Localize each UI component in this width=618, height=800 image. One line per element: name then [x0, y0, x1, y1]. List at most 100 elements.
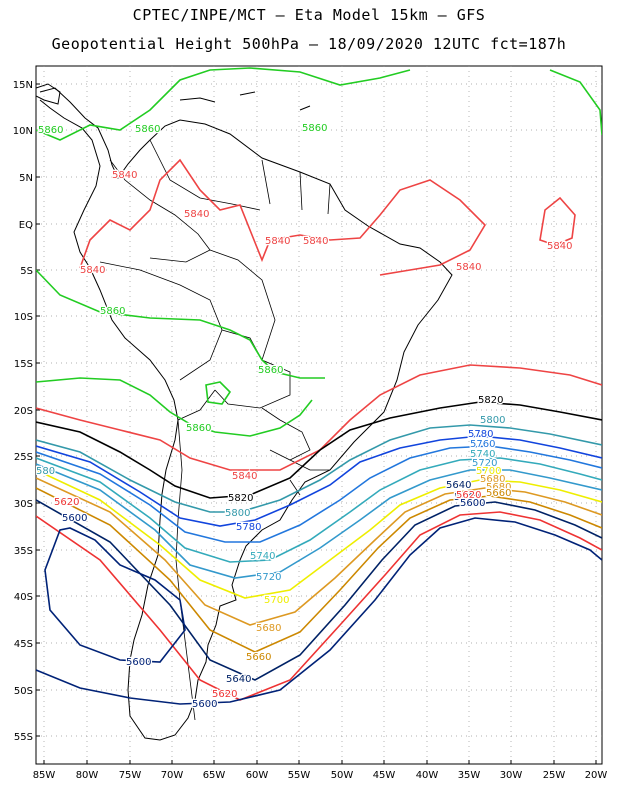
contour-label-5720: 5720	[472, 458, 497, 469]
lat-tick-label: 30S	[14, 499, 33, 510]
contour-5640	[36, 499, 602, 681]
lon-tick-label: 50W	[331, 770, 354, 781]
contour-5700	[36, 469, 602, 599]
contour-label-5600: 5600	[62, 513, 87, 524]
latitude-tick-labels: 15N 10N 5N EQ 5S 10S 15S 20S 25S 30S 35S 40S 45S 50S 5…	[13, 80, 40, 743]
contour-5820	[36, 401, 602, 499]
contour-label-5820: 5820	[228, 493, 253, 504]
lon-tick-label: 25W	[543, 770, 566, 781]
argentina-chile-border	[175, 419, 196, 721]
contour-label-5840: 5840	[456, 262, 481, 273]
contour-label-5620: 5620	[54, 497, 79, 508]
contour-labels: 5860 5860 5860 5860 5860 5860 5840 5840 5840 5840…	[36, 122, 574, 712]
contour-label-5800: 5800	[225, 508, 250, 519]
lat-tick-label: 35S	[14, 546, 33, 557]
contour-5760	[36, 445, 602, 543]
lat-tick-label: 5N	[19, 173, 33, 184]
map-title: CPTEC/INPE/MCT – Eta Model 15km – GFS	[132, 6, 486, 24]
contour-label-5840: 5840	[232, 471, 257, 482]
lat-tick-label: 55S	[14, 732, 33, 743]
height-contours	[36, 67, 602, 705]
lat-tick-label: 25S	[14, 452, 33, 463]
contour-label-5600: 5600	[460, 498, 485, 509]
contour-label-5840: 5840	[80, 265, 105, 276]
contour-label-5720: 5720	[256, 572, 281, 583]
contour-5740	[36, 457, 602, 563]
contour-5860-south	[36, 377, 313, 437]
contour-label-5860: 5860	[135, 124, 160, 135]
lat-tick-label: 5S	[20, 266, 33, 277]
peru-border	[99, 261, 223, 381]
contour-label-5660: 5660	[486, 488, 511, 499]
central-america-coastline	[36, 83, 61, 105]
contour-5720	[36, 463, 602, 579]
contour-5780	[36, 435, 602, 527]
contour-label-5640: 5640	[454, 492, 479, 503]
venezuela-border	[149, 139, 261, 211]
lat-tick-label: 10S	[14, 312, 33, 323]
contour-label-5700: 5700	[476, 466, 501, 477]
contour-5680	[36, 477, 602, 626]
contour-label-5860: 5860	[100, 306, 125, 317]
contour-label-5860: 5860	[38, 125, 63, 136]
contour-label-5840: 5840	[303, 236, 328, 247]
longitude-tick-labels: 85W 80W 75W 70W 65W 60W 55W 50W 45W 40W 35W 30W 25W 2…	[33, 760, 608, 781]
lat-tick-label: 45S	[14, 639, 33, 650]
paraguay-border	[261, 407, 311, 461]
lat-tick-label: 20S	[14, 406, 33, 417]
lat-tick-label: 15N	[13, 80, 33, 91]
contour-label-5780: 5780	[468, 429, 493, 440]
lon-tick-label: 60W	[246, 770, 269, 781]
contour-label-5660: 5660	[246, 652, 271, 663]
contour-label-5780: 5780	[236, 522, 261, 533]
contour-label-5740: 5740	[470, 449, 495, 460]
contour-label-5680: 5680	[256, 623, 281, 634]
contour-label-5640: 5640	[446, 480, 471, 491]
brazil-west-border	[209, 249, 276, 361]
lon-tick-label: 35W	[458, 770, 481, 781]
contour-label-5600: 5600	[126, 657, 151, 668]
argentina-north-border	[177, 389, 216, 421]
lon-tick-label: 30W	[500, 770, 523, 781]
country-borders	[99, 139, 331, 721]
caribbean-islands	[179, 91, 311, 111]
colombia-border	[109, 159, 211, 263]
contour-label-5800: 5800	[480, 415, 505, 426]
lon-tick-label: 20W	[585, 770, 608, 781]
contour-label-5860: 5860	[186, 423, 211, 434]
contour-label-5840: 5840	[265, 236, 290, 247]
contour-label-5640: 5640	[226, 674, 251, 685]
contour-5600-closed-pacific	[44, 527, 186, 663]
lat-tick-label: 40S	[14, 592, 33, 603]
lon-tick-label: 45W	[373, 770, 396, 781]
lon-tick-label: 70W	[161, 770, 184, 781]
uruguay-border	[289, 459, 330, 496]
contour-5840-amazon	[79, 158, 487, 276]
lon-tick-label: 80W	[76, 770, 99, 781]
lat-tick-label: 10N	[13, 126, 33, 137]
lat-tick-label: 50S	[14, 686, 33, 697]
lat-tick-label: EQ	[19, 220, 33, 231]
contour-label-5620: 5620	[212, 689, 237, 700]
lon-tick-label: 40W	[416, 770, 439, 781]
lon-tick-label: 85W	[33, 770, 56, 781]
contour-label-5860: 5860	[258, 365, 283, 376]
contour-label-5860: 5860	[302, 123, 327, 134]
contour-5860-closed-bolivia	[205, 381, 232, 405]
contour-label-5820: 5820	[478, 395, 503, 406]
contour-label-5800: 580	[36, 466, 55, 477]
lon-tick-label: 55W	[288, 770, 311, 781]
contour-5840-atlantic	[539, 196, 576, 246]
lon-tick-label: 65W	[203, 770, 226, 781]
guianas-border	[261, 159, 331, 215]
contour-label-5600: 5600	[192, 699, 217, 710]
contour-5860-central	[36, 269, 325, 379]
contour-label-5620: 5620	[456, 490, 481, 501]
contour-5600	[36, 517, 602, 705]
coastlines	[36, 83, 453, 741]
contour-5620	[36, 511, 602, 701]
map-subtitle: Geopotential Height 500hPa – 18/09/2020 …	[51, 35, 567, 53]
contour-label-5680: 5680	[486, 482, 511, 493]
contour-label-5840: 5840	[184, 209, 209, 220]
